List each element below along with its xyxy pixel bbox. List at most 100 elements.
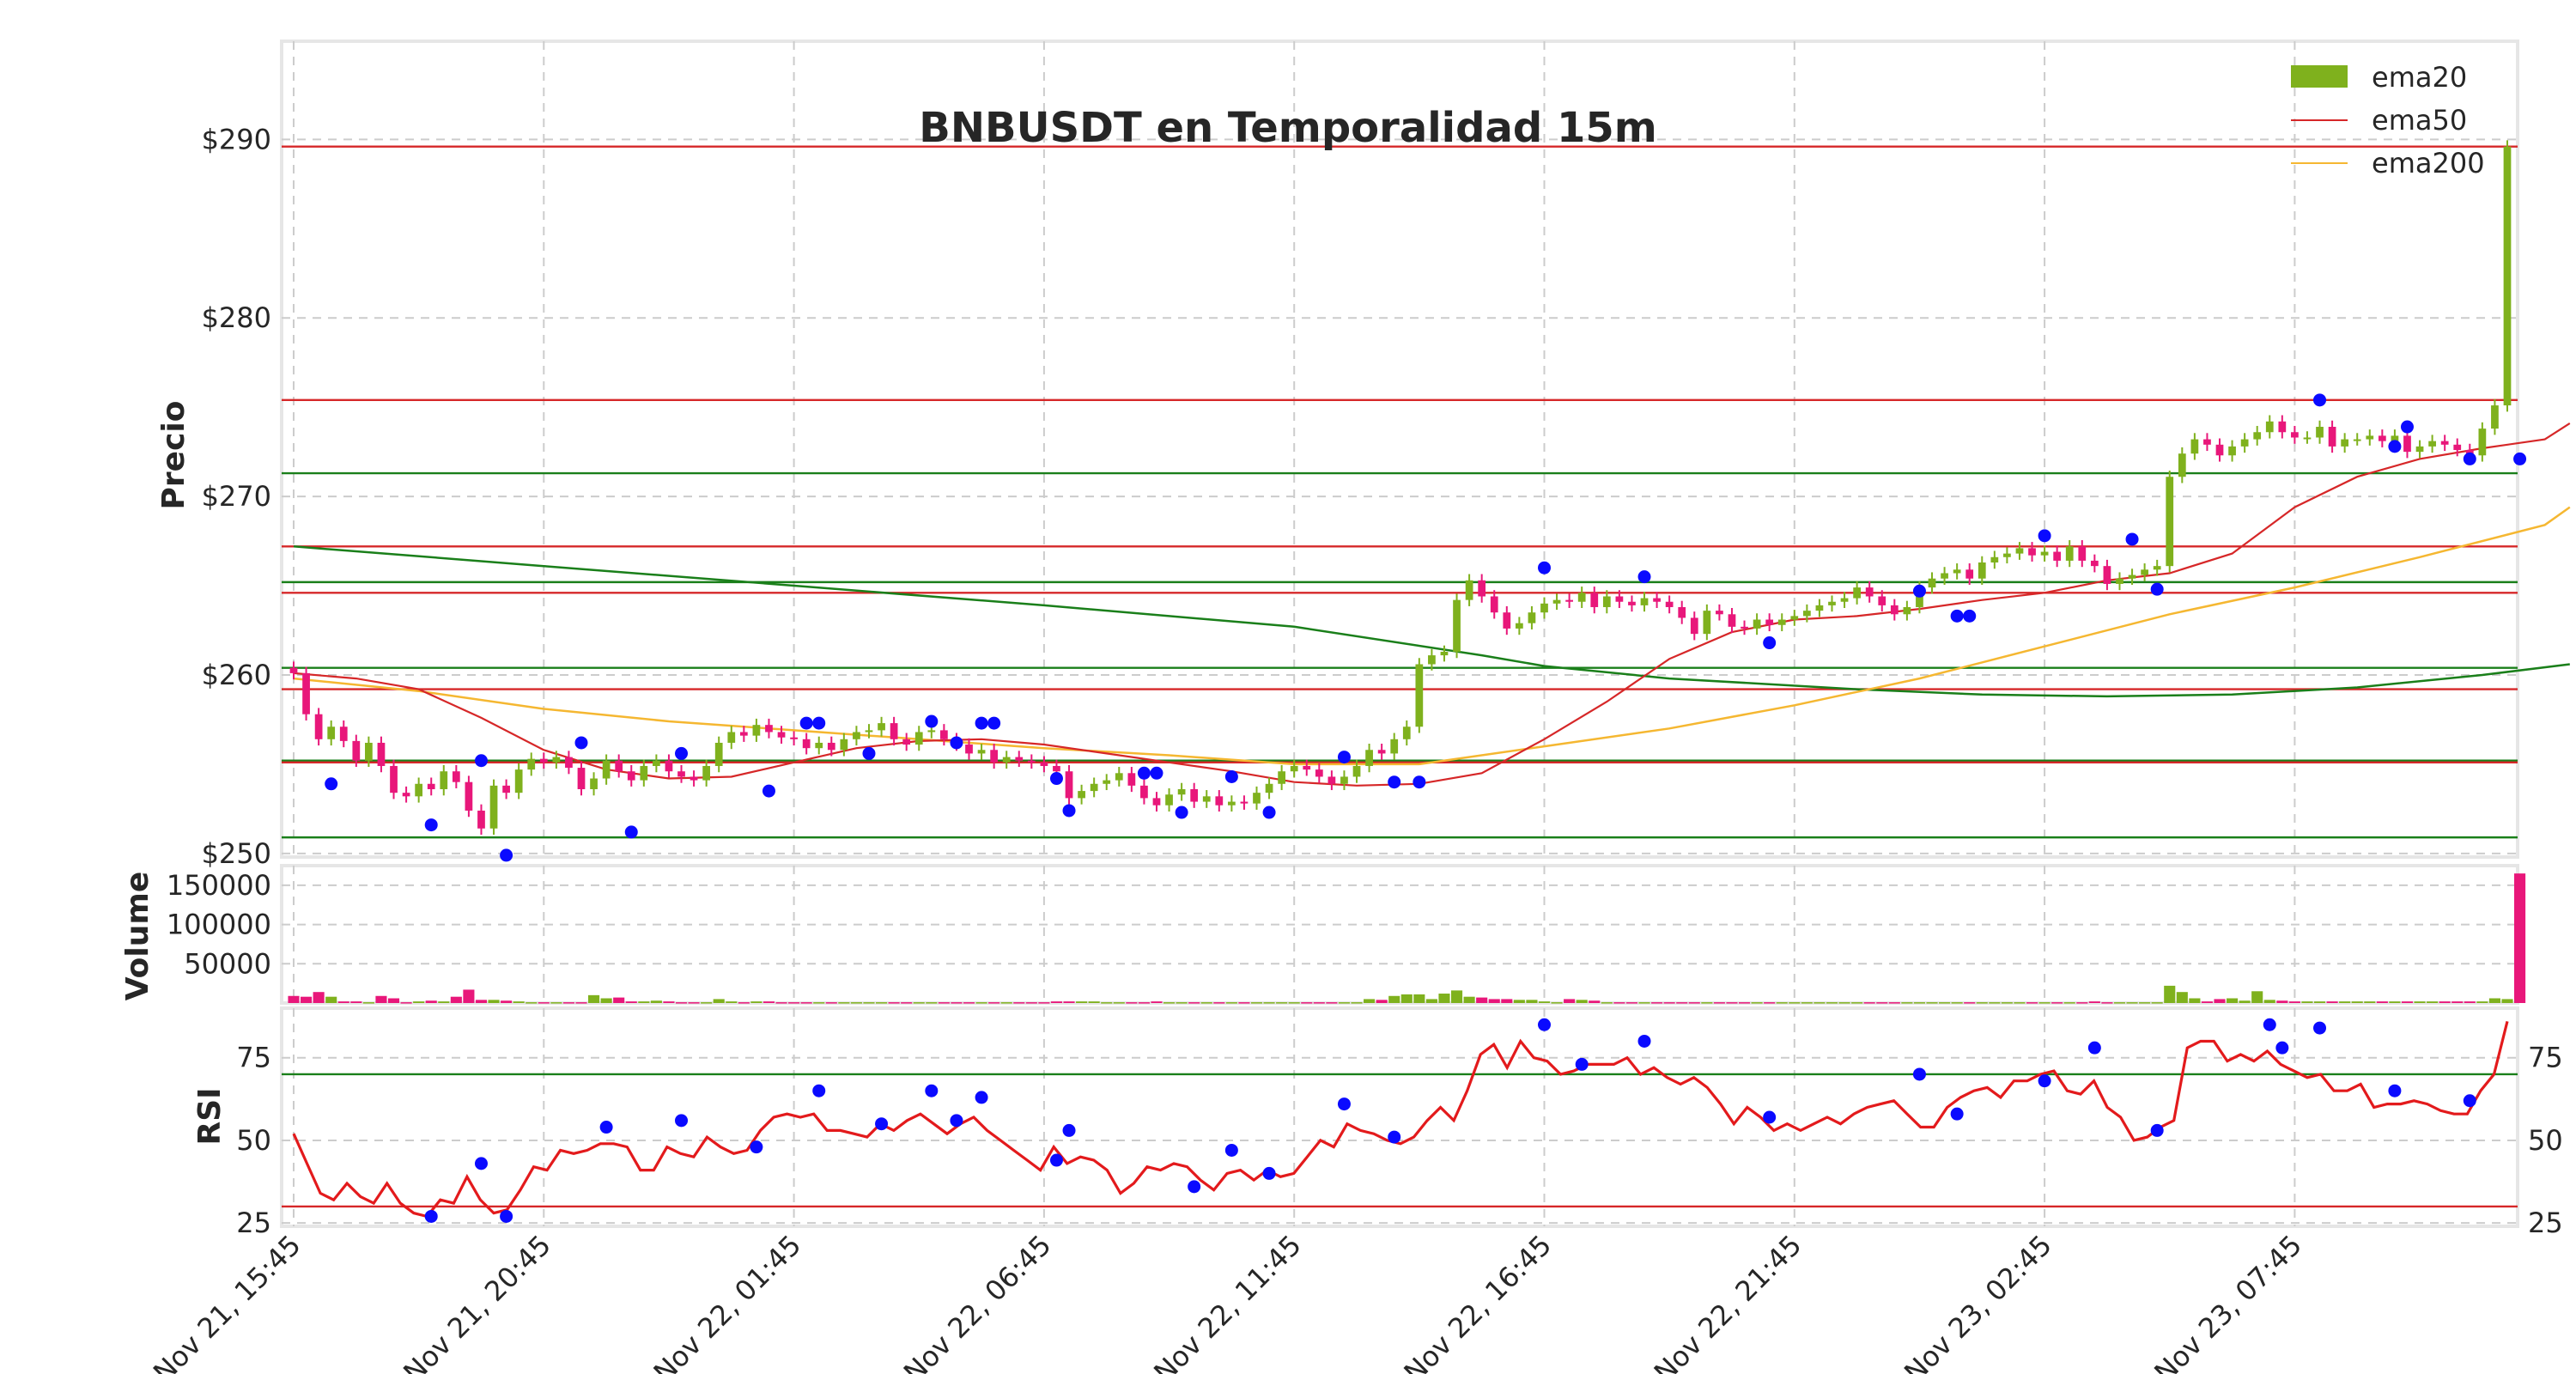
candlesticks [289,140,2512,836]
volume-bar [688,1002,700,1004]
candle-body [1565,599,1573,602]
volume-bar [1413,994,1425,1003]
volume-bar [1564,999,1576,1003]
volume-bar [726,1001,738,1003]
volume-bar [2351,1001,2363,1003]
candle-body [1253,793,1261,804]
candle-body [1078,791,1085,799]
volume-bar [1038,1002,1050,1004]
volume-bar [1838,1002,1850,1004]
volume-bar [362,1002,374,1004]
volume-bar [2076,1002,2088,1004]
volume-bar [738,1002,750,1004]
candle-body [1040,762,1048,766]
volume-bar [2038,1002,2050,1004]
volume-bar [988,1002,1000,1004]
pivot-point [1224,769,1238,783]
volume-bar [1425,999,1437,1003]
volume-bar [1088,1001,1100,1003]
volume-bar [1163,1002,1176,1004]
volume-bar [1589,1000,1601,1003]
rsi-pivot-point [2263,1018,2276,1031]
candle-body [2478,429,2487,456]
candle-body [1953,569,1961,574]
rsi-pivot-point [950,1114,963,1128]
legend-entry-ema50: ema50 [2372,104,2467,137]
volume-bar [1801,1002,1813,1004]
volume-bar [1688,1002,1700,1004]
candle-body [1590,593,1599,607]
volume-bar [475,1000,488,1003]
volume-bar [1376,1000,1388,1003]
candle-body [1640,598,1649,605]
candle-body [890,723,898,739]
candle-body [1402,727,1411,739]
volume-bar [875,1002,888,1004]
rsi-tick-label-right: 25 [2528,1207,2563,1239]
volume-bar [813,1002,825,1004]
volume-bar [1926,1002,1938,1004]
candle-body [1415,664,1424,727]
pivot-point [925,714,939,728]
volume-bar [675,1002,688,1004]
candle-body [2415,446,2424,453]
candle-body [739,732,748,736]
volume-bar [2401,1001,2414,1003]
candle-body [1628,601,1636,605]
rsi-pivot-point [424,1209,438,1223]
ema50-line [293,422,2571,787]
candle-body [1615,596,1624,602]
candle-body [427,783,435,790]
volume-bar [1888,1002,1900,1004]
candle-body [452,771,460,782]
candle-body [402,793,410,797]
volume-bar [538,1002,550,1004]
volume-bar [963,1002,975,1004]
pivot-point [500,848,513,862]
candle-body [514,769,523,793]
volume-bar [1601,1002,1613,1004]
volume-bar [2063,1002,2075,1004]
pivot-point [799,716,813,730]
volume-bar [2427,1001,2439,1003]
legend-swatch-ema20 [2291,65,2348,88]
candle-body [2453,444,2462,451]
candle-body [1140,785,1148,799]
pivot-point [2463,452,2476,465]
candle-body [2116,578,2123,584]
price-tick-label: $280 [202,301,271,334]
candle-body [1690,617,1698,635]
candle-body [765,725,773,733]
candle-body [1152,798,1161,806]
volume-bar [2164,985,2176,1003]
volume-bar [1000,1002,1012,1004]
candle-body [2153,566,2161,570]
volume-bar [350,1001,362,1003]
candle-body [1103,780,1111,784]
candle-body [977,750,986,754]
volume-bar [438,1001,450,1003]
volume-bar [413,1001,425,1003]
volume-bar [1301,1002,1313,1004]
rsi-pivot-point [2150,1123,2164,1137]
volume-bar [1701,1002,1713,1004]
candle-body [1377,750,1386,754]
rsi-axis-label: RSI [192,1087,228,1145]
volume-bar [588,994,600,1003]
candle-body [2040,551,2049,556]
candle-body [677,771,685,777]
volume-bar [1450,990,1463,1003]
volume-bar [1726,1002,1738,1004]
candle-body [2316,427,2324,438]
candle-body [2203,439,2211,445]
volume-bar [1276,1002,1288,1004]
rsi-pivot-point [2087,1041,2101,1055]
candle-body [1115,773,1123,781]
volume-bar [1625,1002,1638,1004]
candle-body [2353,439,2361,441]
volume-bar [1989,1002,2001,1004]
candle-body [1303,765,1311,770]
volume-bar [1463,996,1475,1003]
volume-bar [913,1002,925,1004]
candle-body [1716,611,1723,615]
